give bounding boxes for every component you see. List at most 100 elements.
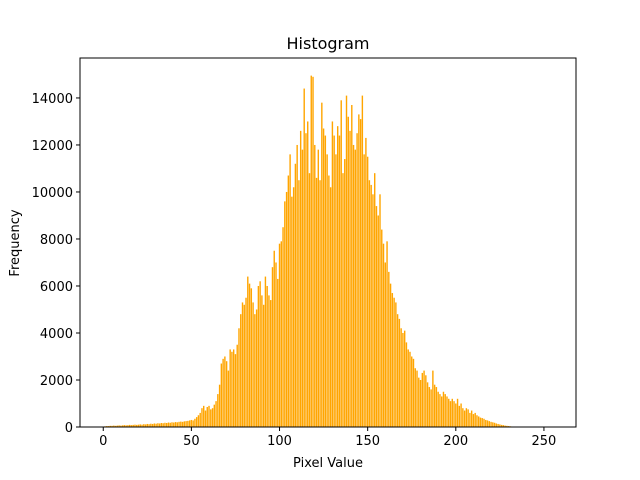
- bar: [472, 414, 475, 427]
- bar: [201, 408, 203, 427]
- bar: [144, 424, 147, 427]
- bar: [285, 191, 288, 427]
- bar: [331, 121, 334, 428]
- bar: [328, 175, 330, 427]
- bar: [358, 114, 360, 427]
- bar: [354, 149, 357, 427]
- bar: [148, 424, 150, 427]
- bar: [299, 130, 302, 428]
- bar: [204, 410, 207, 427]
- bar: [317, 149, 320, 427]
- x-tick-label: 0: [99, 434, 107, 449]
- bar: [456, 398, 459, 427]
- bar: [342, 173, 344, 427]
- bar: [453, 401, 455, 427]
- bar: [109, 425, 112, 427]
- bar: [381, 229, 383, 427]
- bar: [437, 391, 439, 427]
- bar: [150, 423, 152, 427]
- y-tick-label: 8000: [40, 233, 73, 248]
- bar: [167, 422, 170, 427]
- bar: [173, 422, 175, 427]
- bar: [366, 156, 369, 427]
- x-tick-label: 100: [267, 434, 292, 449]
- x-tick-label: 200: [443, 434, 468, 449]
- bar: [215, 401, 217, 427]
- bar: [416, 370, 418, 427]
- bar: [435, 387, 438, 427]
- bar: [393, 297, 395, 427]
- y-tick-label: 6000: [40, 280, 73, 295]
- bar: [370, 184, 372, 427]
- bar: [187, 420, 189, 427]
- bar: [264, 276, 267, 427]
- bar: [262, 304, 265, 427]
- bar: [234, 354, 237, 427]
- bar: [277, 278, 279, 427]
- bar: [504, 425, 506, 427]
- bar: [314, 144, 316, 427]
- bar: [292, 187, 295, 427]
- bar: [227, 370, 230, 427]
- bar: [247, 276, 249, 427]
- bar: [203, 405, 205, 427]
- bar: [365, 137, 367, 427]
- bar: [359, 119, 362, 428]
- bar: [440, 396, 443, 427]
- bar: [329, 187, 332, 427]
- bar: [351, 105, 353, 427]
- bar: [356, 133, 358, 427]
- bar: [458, 405, 461, 427]
- bar: [199, 412, 201, 427]
- bar: [412, 358, 415, 427]
- bar: [442, 391, 445, 427]
- bar: [312, 76, 314, 427]
- bar: [398, 318, 401, 427]
- bar: [303, 88, 305, 427]
- bar: [486, 420, 489, 427]
- bar: [123, 425, 126, 427]
- bar: [139, 424, 141, 427]
- bar: [361, 95, 364, 427]
- bar: [190, 419, 193, 427]
- bar: [446, 396, 448, 427]
- bar: [336, 126, 339, 427]
- bar: [289, 154, 291, 428]
- bar: [402, 332, 404, 427]
- bar: [225, 361, 228, 427]
- bar: [430, 389, 432, 427]
- bar: [197, 415, 200, 427]
- bar: [391, 293, 394, 427]
- bar: [174, 422, 177, 427]
- bar: [220, 363, 223, 427]
- y-tick-label: 4000: [40, 327, 73, 342]
- bar: [481, 418, 483, 427]
- bar: [321, 102, 323, 427]
- bar: [271, 267, 274, 427]
- bar: [400, 328, 402, 427]
- bar: [449, 401, 452, 427]
- bar: [432, 370, 434, 427]
- bar: [245, 297, 247, 427]
- bar: [500, 424, 503, 427]
- bar: [479, 417, 482, 427]
- bar: [217, 394, 219, 427]
- y-tick-label: 10000: [32, 186, 73, 201]
- bar: [347, 116, 349, 427]
- bar: [396, 314, 399, 427]
- bar: [195, 417, 198, 427]
- bar: [319, 180, 321, 427]
- bar: [176, 422, 178, 427]
- bar: [128, 424, 131, 427]
- bar: [492, 422, 494, 427]
- bar: [372, 194, 374, 427]
- bar: [374, 173, 376, 427]
- bar: [188, 420, 191, 427]
- bar: [180, 421, 182, 427]
- bar: [324, 135, 327, 427]
- bar: [160, 423, 163, 427]
- bar: [261, 295, 263, 427]
- bar: [338, 135, 341, 427]
- bar: [405, 342, 408, 427]
- bar: [291, 196, 293, 427]
